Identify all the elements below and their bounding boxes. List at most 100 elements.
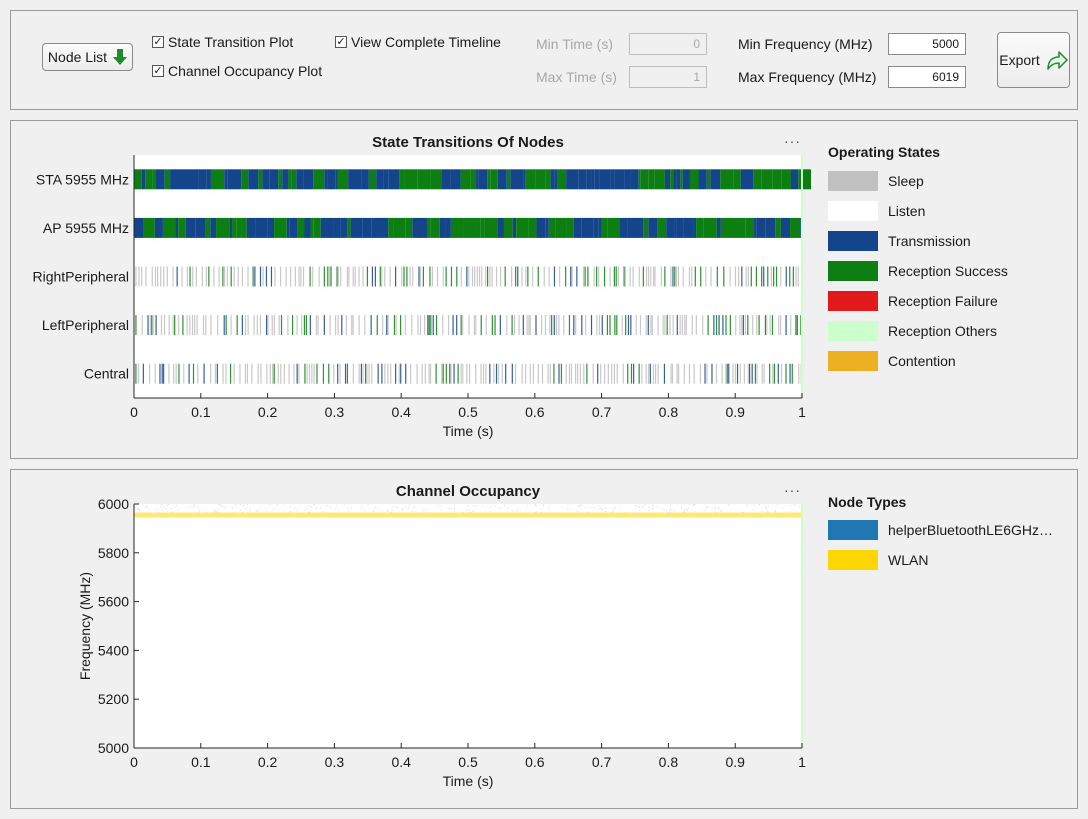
state-segment — [294, 266, 296, 287]
state-segment — [217, 315, 219, 336]
state-segment — [761, 363, 763, 384]
state-segment — [528, 315, 530, 336]
state-segment — [777, 363, 779, 384]
axes-toolbar-more-icon[interactable]: ··· — [784, 482, 801, 498]
state-segment — [366, 363, 368, 384]
state-segment — [526, 315, 528, 336]
channel-occupancy-checkbox[interactable]: ✓ Channel Occupancy Plot — [152, 63, 322, 79]
legend-swatch — [828, 171, 878, 191]
occupancy-speckle — [462, 511, 464, 513]
occupancy-speckle — [344, 504, 346, 506]
state-segment — [720, 169, 734, 190]
legend-swatch — [828, 231, 878, 251]
state-segment — [629, 266, 631, 287]
state-segment — [206, 169, 211, 190]
occupancy-speckle — [567, 509, 569, 511]
state-segment — [419, 315, 422, 336]
state-segment — [210, 217, 217, 238]
occupancy-speckle — [216, 511, 218, 513]
occupancy-speckle — [548, 508, 550, 510]
state-segment — [223, 266, 226, 287]
axes-toolbar-more-icon[interactable]: ··· — [784, 133, 801, 149]
state-transition-chart: STA 5955 MHz AP 5955 MHz RightPeripheral Le… — [33, 155, 811, 439]
occupancy-speckle — [298, 507, 300, 509]
occupancy-speckle — [516, 508, 518, 510]
state-segment — [638, 266, 640, 287]
node-types-legend-title: Node Types — [828, 494, 907, 510]
state-segment — [222, 363, 224, 384]
state-segment — [135, 315, 137, 336]
state-segment — [134, 217, 144, 238]
occupancy-speckle — [481, 505, 483, 507]
state-segment — [698, 169, 707, 190]
state-segment — [161, 363, 163, 384]
state-segment — [742, 315, 744, 336]
state-segment — [195, 217, 206, 238]
state-segment — [632, 266, 634, 287]
occupancy-speckle — [495, 505, 497, 507]
state-segment — [676, 363, 678, 384]
state-segment — [374, 266, 376, 287]
occupancy-speckle — [614, 507, 616, 509]
state-segment — [187, 169, 199, 190]
state-segment — [745, 266, 747, 287]
state-segment — [450, 217, 464, 238]
legend-swatch — [828, 520, 878, 540]
state-segment — [789, 363, 791, 384]
occupancy-speckle — [582, 512, 584, 514]
occupancy-speckle — [474, 506, 476, 508]
occupancy-speckle — [490, 507, 492, 509]
min-frequency-field[interactable]: 5000 — [888, 33, 966, 55]
occupancy-speckle — [569, 508, 571, 510]
state-segment — [573, 315, 575, 336]
state-transition-checkbox[interactable]: ✓ State Transition Plot — [152, 34, 293, 50]
state-segment — [800, 315, 802, 336]
state-segment — [770, 266, 772, 287]
occupancy-speckle — [440, 505, 442, 507]
state-segment — [747, 266, 749, 287]
export-button[interactable]: Export — [997, 32, 1070, 88]
state-segment — [654, 169, 665, 190]
node-list-button[interactable]: Node List — [42, 43, 133, 71]
state-segment — [241, 217, 247, 238]
state-segment — [576, 266, 578, 287]
occupancy-speckle — [145, 506, 147, 508]
max-frequency-field[interactable]: 6019 — [888, 66, 966, 88]
state-segment — [581, 217, 594, 238]
occupancy-speckle — [653, 506, 655, 508]
min-time-field[interactable]: 0 — [629, 33, 707, 55]
state-segment — [501, 363, 503, 384]
state-segment — [395, 363, 397, 384]
state-segment — [135, 363, 137, 384]
state-segment — [599, 169, 611, 190]
state-segment — [752, 315, 754, 336]
complete-timeline-checkbox[interactable]: ✓ View Complete Timeline — [335, 34, 501, 50]
occupancy-speckle — [364, 509, 366, 511]
state-segment — [579, 363, 581, 384]
state-segment — [583, 363, 585, 384]
occupancy-speckle — [380, 510, 382, 512]
state-segment — [598, 315, 601, 336]
state-segment — [147, 315, 149, 336]
legend-swatch — [828, 550, 878, 570]
state-segment — [265, 266, 268, 287]
state-segment — [738, 266, 740, 287]
state-segment — [241, 169, 249, 190]
state-segment — [306, 363, 308, 384]
max-time-field[interactable]: 1 — [629, 66, 707, 88]
state-segment — [494, 315, 496, 336]
state-segment — [417, 169, 431, 190]
state-segment — [664, 315, 666, 336]
state-plot-title: State Transitions Of Nodes — [372, 134, 564, 151]
state-segment — [796, 315, 798, 336]
state-segment — [791, 363, 793, 384]
state-segment — [744, 315, 746, 336]
state-segment — [395, 266, 397, 287]
state-segment — [523, 169, 526, 190]
occupancy-speckle — [351, 508, 353, 510]
occupancy-speckle — [426, 508, 428, 510]
state-segment — [452, 315, 454, 336]
occupancy-speckle — [309, 510, 311, 512]
state-segment — [715, 363, 718, 384]
state-segment — [581, 315, 583, 336]
